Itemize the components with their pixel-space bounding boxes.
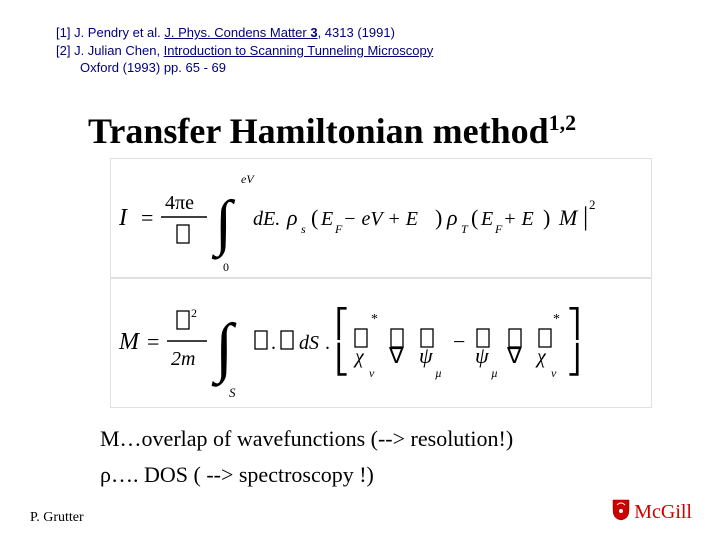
eq2-M: M — [118, 329, 141, 355]
eq2-frac-den: 2m — [171, 348, 195, 370]
eq1-argT-plus: + E — [503, 208, 534, 230]
eq2-frac-num-box — [177, 311, 189, 329]
equation-1: I = 4πe ∫ eV 0 dE. ρ s ( E F − eV + E ) … — [111, 159, 651, 277]
ref1-suffix: , 4313 (1991) — [318, 25, 395, 40]
eq2-psi2: ψ — [475, 343, 489, 368]
eq2-dot1: . — [271, 332, 276, 354]
eq1-argS-open: ( — [311, 205, 318, 230]
eq2-dot2: . — [325, 332, 330, 354]
reference-2: [2] J. Julian Chen, Introduction to Scan… — [56, 42, 433, 60]
eq1-argT-open: ( — [471, 205, 478, 230]
eq1-I: I — [118, 205, 128, 231]
eq1-integral: ∫ — [211, 189, 236, 260]
eq1-dE: dE. — [253, 208, 280, 230]
ref1-prefix: [1] J. Pendry et al. — [56, 25, 164, 40]
eq2-chi: χ — [353, 346, 365, 368]
eq2-lbrack-b: ⎣ — [335, 342, 349, 376]
title-superscript: 1,2 — [549, 110, 577, 135]
eq2-integral: ∫ — [211, 311, 237, 387]
eq1-int-upper: eV — [241, 172, 255, 186]
eq1-argS-E: E — [320, 208, 333, 230]
eq1-rhoT: ρ — [446, 205, 458, 230]
reference-3: Oxford (1993) pp. 65 - 69 — [56, 59, 433, 77]
footer-author: P. Grutter — [30, 510, 84, 526]
ref1-journal: J. Phys. Condens Matter 3 — [164, 25, 317, 40]
eq1-argT-close: ) — [543, 205, 550, 230]
equation-1-box: I = 4πe ∫ eV 0 dE. ρ s ( E F − eV + E ) … — [110, 158, 652, 278]
reference-1: [1] J. Pendry et al. J. Phys. Condens Ma… — [56, 24, 433, 42]
eq1-argS-close: ) — [435, 205, 442, 230]
eq1-rhos: ρ — [286, 205, 298, 230]
eq2-rbrack-b: ⎦ — [567, 342, 581, 376]
eq2-eq: = — [147, 329, 159, 354]
eq2-frac-top-sq: 2 — [191, 306, 197, 320]
eq1-rhos-sub: s — [301, 222, 306, 236]
eq2-chi2-star: * — [553, 312, 560, 327]
eq2-dS-text: dS — [299, 332, 319, 354]
slide-root: [1] J. Pendry et al. J. Phys. Condens Ma… — [0, 0, 720, 540]
eq2-chi2-sub: ν — [551, 366, 557, 380]
eq2-grad2: ∇ — [506, 343, 522, 368]
eq1-argS-mid: − eV + E — [343, 208, 418, 230]
title-text: Transfer Hamiltonian method — [88, 111, 549, 151]
mcgill-wordmark: McGill — [634, 501, 692, 524]
eq1-frac-num: 4πe — [165, 192, 194, 214]
eq2-psi-sub: µ — [435, 366, 442, 380]
eq2-rbrack-t: ⎤ — [567, 307, 581, 341]
mcgill-crest-icon — [612, 499, 630, 526]
eq2-box-dS — [255, 331, 267, 349]
eq2-box-chi2 — [539, 329, 551, 347]
eq2-box-chi — [355, 329, 367, 347]
eq1-rhoT-sub: T — [461, 222, 469, 236]
eq1-frac-den-box — [177, 225, 189, 243]
equation-2: M = 2 2m ∫ S . dS . ⎡ ⎣ χ ν * ∇ — [111, 279, 651, 407]
mcgill-logo: McGill — [612, 499, 692, 526]
eq1-M: M — [558, 205, 579, 230]
eq1-abs-close: | — [583, 202, 588, 231]
eq2-int-sub: S — [229, 385, 236, 400]
eq1-eq: = — [141, 205, 153, 230]
eq1-argT-E: E — [480, 208, 493, 230]
eq2-box-dS2 — [281, 331, 293, 349]
eq1-sq: 2 — [589, 197, 596, 212]
body-line-m: M…overlap of wavefunctions (--> resoluti… — [100, 426, 513, 452]
eq2-chi2: χ — [535, 346, 547, 368]
eq2-lbrack-t: ⎡ — [335, 307, 349, 341]
equation-2-box: M = 2 2m ∫ S . dS . ⎡ ⎣ χ ν * ∇ — [110, 278, 652, 408]
ref2-title: Introduction to Scanning Tunneling Micro… — [164, 43, 434, 58]
eq1-int-lower: 0 — [223, 260, 229, 274]
eq2-psi: ψ — [419, 343, 433, 368]
body-line-rho: ρ…. DOS ( --> spectroscopy !) — [100, 462, 374, 488]
eq1-argS-F: F — [334, 222, 343, 236]
eq2-chi-sub: ν — [369, 366, 375, 380]
eq2-chi-star: * — [371, 312, 378, 327]
eq1-argT-F: F — [494, 222, 503, 236]
eq2-psi2-sub: µ — [491, 366, 498, 380]
eq2-grad1: ∇ — [388, 343, 404, 368]
ref2-prefix: [2] J. Julian Chen, — [56, 43, 164, 58]
eq2-minus: − — [453, 329, 465, 354]
references-block: [1] J. Pendry et al. J. Phys. Condens Ma… — [56, 24, 433, 77]
slide-title: Transfer Hamiltonian method1,2 — [88, 110, 576, 152]
